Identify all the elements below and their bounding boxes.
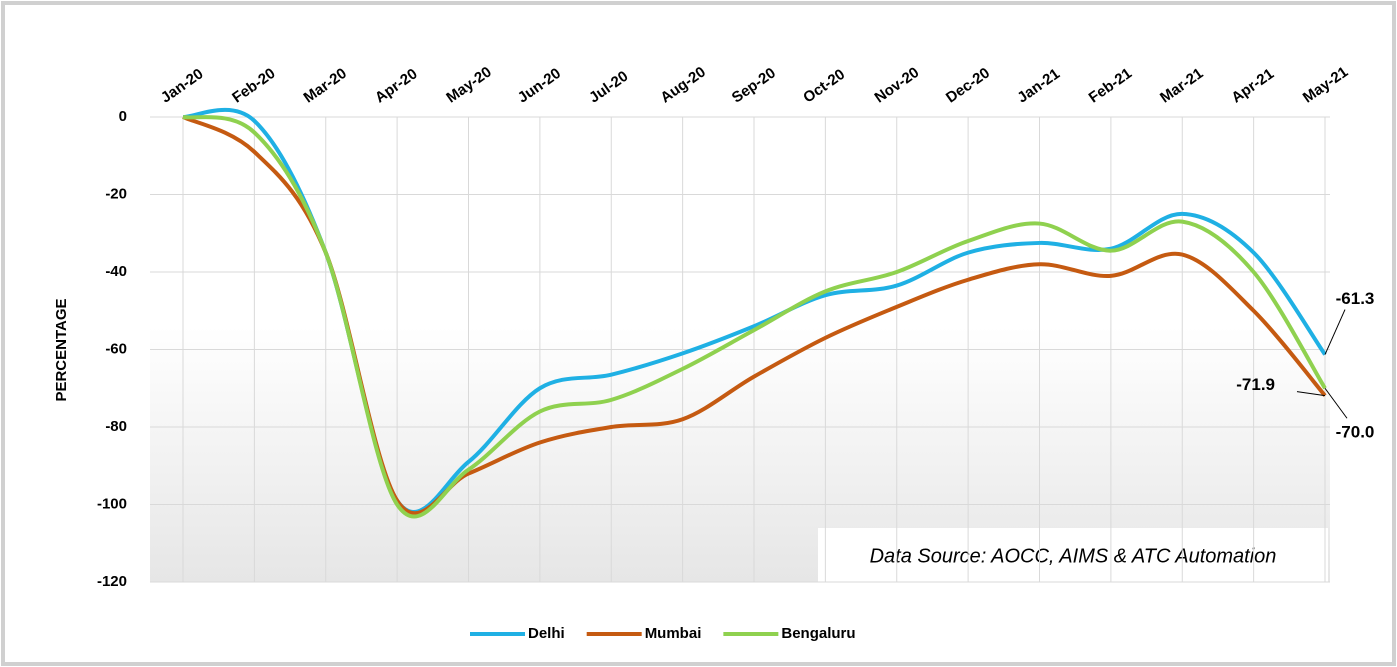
y-tick-label: -120 bbox=[97, 573, 127, 590]
y-tick-label: 0 bbox=[119, 108, 127, 125]
data-label: -61.3 bbox=[1336, 289, 1375, 308]
y-tick-label: -40 bbox=[105, 263, 127, 280]
label-leader bbox=[1296, 391, 1326, 397]
data-label: -71.9 bbox=[1236, 375, 1275, 394]
annotation-box bbox=[818, 528, 1328, 586]
y-tick-label: -100 bbox=[97, 495, 127, 512]
annotation: Data Source: AOCC, AIMS & ATC Automation bbox=[870, 545, 1277, 567]
y-tick-label: -20 bbox=[105, 185, 127, 202]
data-label: -70.0 bbox=[1336, 423, 1375, 442]
y-tick-label: -60 bbox=[105, 340, 127, 357]
y-axis-label: PERCENTAGE bbox=[53, 298, 70, 401]
y-tick-label: -80 bbox=[105, 418, 127, 435]
series-line bbox=[182, 115, 1327, 519]
label-leader bbox=[1324, 309, 1346, 355]
legend-label: Delhi bbox=[528, 625, 565, 642]
label-leader bbox=[1324, 387, 1348, 419]
legend-label: Mumbai bbox=[645, 625, 702, 642]
legend-label: Bengaluru bbox=[781, 625, 855, 642]
